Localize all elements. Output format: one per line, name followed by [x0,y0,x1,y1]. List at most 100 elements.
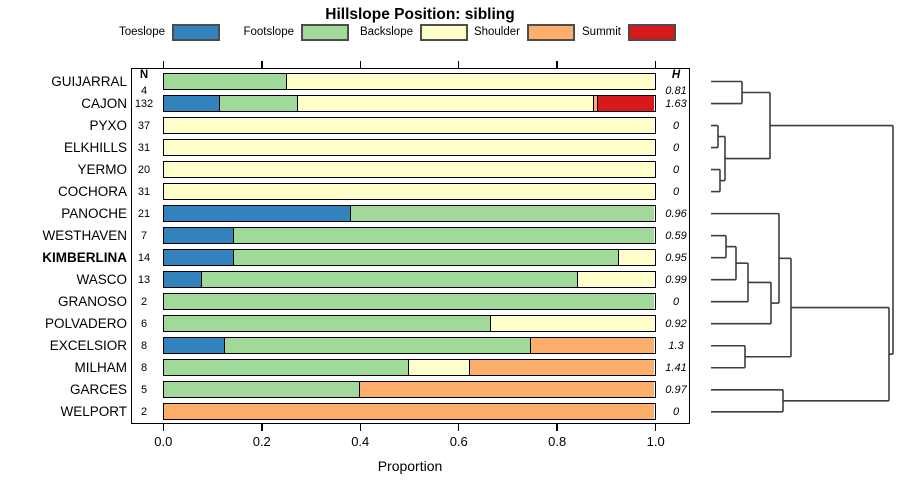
x-axis-title: Proportion [377,458,443,474]
stacked-bar [163,293,656,311]
plot-frame [131,68,690,424]
bar-segment-2 [531,338,654,354]
tick-label: 0.6 [449,434,468,449]
tick-label: 0.2 [252,434,271,449]
stacked-bar [163,271,656,289]
row-label: WELPORT [60,403,127,419]
row-label: GUIJARRAL [51,73,127,89]
stacked-bar [163,117,656,135]
bar-segment-0 [164,360,409,376]
bar-segment-0 [164,382,361,398]
legend-swatch [301,23,349,41]
bar-segment-1 [408,360,471,376]
bar-segment-0 [164,184,654,200]
bar-segment-1 [360,382,654,398]
top-tick [162,61,165,68]
n-value: 5 [140,384,148,397]
h-value: 0 [672,164,680,177]
bar-segment-2 [470,360,654,376]
legend-swatch [172,23,220,41]
h-value: 1.3 [668,340,684,353]
legend-label: Footslope [243,26,294,38]
tick-label: 1.0 [646,434,665,449]
legend-label: Toeslope [118,26,165,38]
bar-segment-0 [164,404,654,420]
h-value: 0.81 [665,84,687,97]
n-value: 31 [137,186,151,199]
stacked-bar [163,359,656,377]
bar-segment-1 [490,316,654,332]
bar-segment-3 [594,96,599,112]
h-value: 0 [672,120,680,133]
bar-segment-1 [234,228,654,244]
bar-segment-1 [219,96,298,112]
h-column-header: H [671,68,681,81]
row-label: PYXO [89,117,127,133]
tick-label: 0.8 [548,434,567,449]
bar-segment-0 [164,206,351,222]
stacked-bar [163,249,656,267]
bar-segment-0 [164,162,654,178]
row-label: GARCES [69,381,127,397]
row-label: COCHORA [57,183,127,199]
row-label: GRANOSO [57,293,127,309]
bottom-tick [359,424,361,431]
h-value: 0 [672,142,680,155]
legend-item: Summit [543,23,676,41]
tick-label: 0.4 [351,434,370,449]
bar-segment-2 [618,250,654,266]
bar-segment-1 [225,338,532,354]
bar-segment-0 [164,96,220,112]
n-value: 4 [140,84,148,97]
h-value: 1.41 [665,362,687,375]
chart-title: Hillslope Position: sibling [325,6,515,23]
n-value: 21 [137,208,151,221]
bar-segment-2 [578,272,654,288]
bar-segment-0 [164,140,654,156]
top-tick [457,61,460,68]
top-tick [261,61,263,68]
bar-segment-0 [164,272,202,288]
legend-label: Backslope [359,26,413,38]
top-tick [654,61,657,68]
h-value: 0.97 [665,384,687,397]
bar-segment-0 [164,250,235,266]
bar-segment-0 [164,316,491,332]
stacked-bar [163,161,656,179]
n-value: 31 [137,142,151,155]
n-value: 7 [140,230,148,243]
h-value: 0 [672,406,680,419]
n-column-header: N [139,68,149,81]
stacked-bar [163,315,656,333]
n-value: 2 [140,296,148,309]
row-label: POLVADERO [44,315,127,331]
n-value: 20 [137,164,151,177]
legend-label: Summit [582,26,621,38]
legend-label: Shoulder [473,26,520,38]
h-value: 0.96 [665,208,687,221]
stacked-bar [163,205,656,223]
bottom-tick [457,424,460,431]
stacked-bar [163,183,656,201]
legend-item: Shoulder [442,23,575,41]
h-value: 0 [672,296,680,309]
row-label: MILHAM [74,359,127,375]
n-value: 13 [137,274,151,287]
legend-swatch [527,23,575,41]
n-value: 8 [140,340,148,353]
row-label: CAJON [81,95,127,111]
legend-item: Footslope [216,23,349,41]
h-value: 0.59 [665,230,687,243]
bar-segment-0 [164,118,654,134]
bar-segment-1 [201,272,579,288]
n-value: 2 [140,406,148,419]
bar-segment-0 [164,228,235,244]
n-value: 14 [137,252,151,265]
tick-label: 0.0 [154,434,173,449]
stacked-bar [163,403,656,421]
stacked-bar [163,337,656,355]
bar-segment-4 [598,96,654,112]
h-value: 0 [672,186,680,199]
row-label: ELKHILLS [63,139,127,155]
